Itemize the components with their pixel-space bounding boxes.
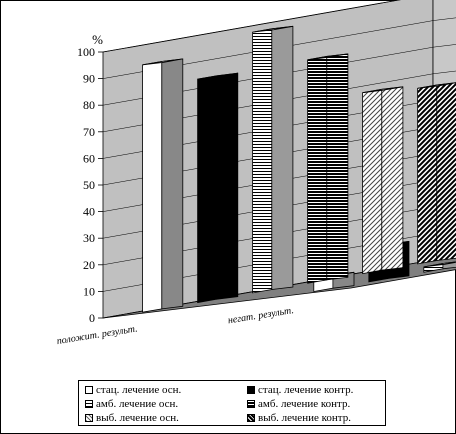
y-unit-label: %: [92, 32, 103, 47]
bar-front: [417, 84, 438, 265]
bar-side: [216, 72, 239, 300]
y-tick-label: 100: [77, 45, 95, 59]
y-tick-label: 70: [83, 125, 95, 139]
y-tick-label: 30: [83, 231, 95, 245]
bar-6-1: [417, 82, 456, 265]
bar-top: [142, 58, 183, 66]
y-tick-label: 80: [83, 98, 95, 112]
bar-top: [307, 53, 348, 61]
bar-side: [381, 86, 404, 271]
y-tick-label: 60: [83, 151, 95, 165]
y-tick-label: 0: [89, 311, 95, 325]
bar-front: [197, 75, 218, 304]
legend-swatch-hstripes: [85, 400, 93, 408]
chart-bars: [142, 25, 456, 313]
bar-side: [436, 82, 456, 261]
y-tick-label: 50: [83, 178, 95, 192]
bar-4-1: [307, 53, 349, 284]
bar-front: [307, 55, 328, 284]
bar-front: [252, 28, 273, 294]
bar-top: [197, 72, 238, 80]
bar-2-1: [197, 72, 239, 304]
x-category-label: положит. результ.: [56, 323, 138, 347]
gridline: [102, 17, 456, 79]
y-tick-label: 20: [83, 258, 95, 272]
legend-swatch-diag: [85, 414, 93, 422]
y-tick-label: 90: [83, 72, 95, 86]
bar-1-1: [142, 58, 184, 313]
y-tick-label: 10: [83, 284, 95, 298]
legend-swatch-white: [85, 386, 93, 394]
bar-side: [161, 58, 184, 310]
bar-3-2: [423, 261, 456, 273]
bar-top: [362, 86, 403, 94]
y-tick-label: 40: [83, 205, 95, 219]
bar-top: [423, 261, 456, 268]
legend-swatch-diag-bold: [247, 414, 255, 422]
legend-swatch-hstripes-dense: [247, 400, 255, 408]
bar-side: [271, 25, 294, 290]
bar-5-1: [362, 86, 404, 275]
legend: стац. лечение осн. стац. лечение контр. …: [78, 380, 386, 426]
gridline: [102, 0, 401, 53]
bar-front: [362, 88, 383, 275]
bar-side: [326, 53, 349, 281]
bar-top: [417, 82, 456, 89]
legend-swatch-black: [247, 386, 255, 394]
x-category-label: негат. результ.: [227, 305, 294, 326]
bar-front: [142, 61, 163, 313]
y-axis: 0 10 20 30 40 50 60 70 80 90 100%: [77, 32, 103, 325]
bar-top: [252, 25, 293, 33]
bar-3-1: [252, 25, 294, 294]
